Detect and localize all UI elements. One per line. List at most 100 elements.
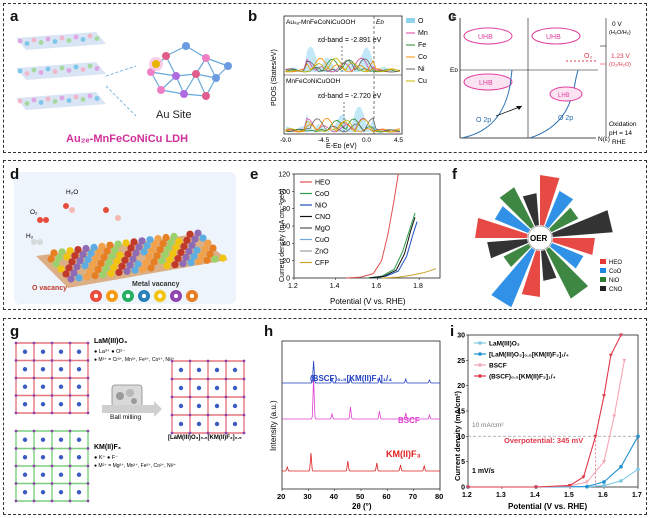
lattice-node — [188, 377, 192, 381]
lattice-node — [50, 482, 54, 485]
ldh-atom — [24, 101, 30, 106]
pdos-xlabel: E-Eᴅ (eV) — [326, 143, 357, 150]
radial-bar — [487, 239, 528, 259]
ldh-atom — [45, 96, 51, 102]
lattice-node — [32, 411, 36, 415]
panel-e: e 1.2 1.4 1.6 1.8 0 20 40 60 80 100 120 Current de… — [248, 164, 448, 307]
i-xlabel: Potential (V vs. RHE) — [508, 502, 587, 511]
top-formula: LaM(III)O₃ — [94, 338, 127, 345]
ldh-layer — [16, 92, 106, 110]
e-ytick: 20 — [282, 258, 290, 265]
ldh-atom — [73, 64, 79, 70]
surface-atom — [179, 260, 187, 268]
surface-atom — [99, 271, 107, 279]
i-point — [593, 434, 598, 439]
surface-atom — [87, 249, 95, 258]
radial-bar — [503, 243, 531, 267]
h-xtick: 70 — [409, 492, 417, 501]
lattice-node — [242, 377, 246, 381]
surface-atom — [169, 250, 177, 258]
lattice-node — [170, 377, 174, 381]
gas-molecule — [103, 207, 109, 213]
surface-atom — [199, 234, 207, 242]
e-series-cno — [369, 217, 416, 279]
i-ytick: 5 — [461, 459, 465, 466]
surface-atom — [73, 263, 81, 271]
gas-molecule — [115, 215, 121, 221]
surface-atom — [97, 259, 105, 268]
lattice-ion — [40, 490, 46, 495]
panel-label: c — [448, 8, 457, 25]
ldh-atom — [52, 39, 58, 44]
lattice-node — [50, 341, 54, 345]
lattice-node — [170, 413, 174, 417]
panel-i: i 1.2 1.3 1.4 1.5 1.6 1.7 0 5 10 15 20 25 30 Current… — [448, 321, 644, 512]
ef-label-c: Eᴅ — [450, 67, 458, 74]
pdos-xtick: -9.0 — [280, 137, 292, 144]
legend-o: O — [418, 18, 424, 25]
e-series-coo — [366, 212, 416, 279]
surface-atom — [183, 236, 191, 244]
lattice-ion — [40, 472, 46, 477]
surface-atom — [150, 258, 158, 266]
i-xtick: 1.7 — [632, 492, 642, 499]
surface-atom — [172, 243, 180, 252]
cluster-atom — [212, 74, 220, 82]
lattice-ion — [22, 455, 28, 460]
pdos-line — [285, 57, 401, 73]
surface-atom — [108, 252, 116, 260]
e-ytick: 0 — [286, 276, 290, 283]
lattice-node — [50, 447, 54, 450]
ldh-atom — [94, 66, 100, 71]
surface-atom — [191, 235, 199, 243]
surface-atom — [63, 253, 71, 261]
au-site-caption: Au Site — [156, 109, 191, 121]
lattice-node — [14, 482, 18, 485]
surface-atom — [204, 239, 212, 247]
uhb-left: UHB — [478, 34, 493, 41]
ldh-structure-illustration: Au Site Au₂ₑ‐MnFeCoNiCu LDH — [16, 32, 232, 145]
surface-atom — [66, 247, 74, 255]
lattice-node — [50, 411, 54, 415]
lattice-node — [170, 431, 174, 435]
lattice-ion — [58, 490, 64, 495]
ball-milling-label: Ball milling — [110, 414, 141, 421]
lsv-chart-e: 1.2 1.4 1.6 1.8 0 20 40 60 80 100 120 Current dens… — [278, 172, 441, 306]
cluster-atom — [182, 42, 190, 50]
lattice-node — [86, 482, 90, 485]
lattice-ion — [76, 384, 82, 389]
e-legend-item: CFP — [315, 260, 329, 267]
f-legend-swatch — [600, 286, 606, 291]
cluster-atom — [192, 70, 200, 78]
h-xtick: 20 — [277, 492, 285, 501]
surface-atom — [206, 250, 214, 258]
lattice-ion — [214, 385, 220, 391]
i-xtick: 1.2 — [462, 492, 472, 499]
i-ytick: 20 — [457, 383, 465, 390]
lattice-node — [50, 359, 54, 362]
lattice-node — [224, 359, 228, 363]
h-xtick: 30 — [303, 492, 311, 501]
surface-atom — [82, 244, 90, 253]
lattice-node — [14, 499, 18, 503]
ldh-atom — [66, 98, 72, 103]
ref-line-label: 10 mA/cm² — [472, 422, 504, 429]
lattice-node — [206, 359, 210, 363]
radial-bar — [545, 247, 589, 299]
o2-label-d: O₂ — [30, 209, 38, 216]
surface-atom — [195, 257, 203, 265]
radial-bar — [491, 247, 536, 307]
xrd-series-1: (BSCF)₀.₅[KM(II)F₃]₁/₄ — [310, 374, 392, 383]
surface-atom — [116, 251, 124, 259]
ldh-atom — [24, 41, 30, 46]
top-row-frame — [3, 3, 647, 153]
rhe-label: RHE — [612, 139, 626, 146]
lattice-node — [224, 431, 228, 435]
ldh-atom — [17, 68, 23, 74]
ldh-atom — [87, 63, 93, 69]
e-legend-item: CoO — [315, 191, 330, 198]
surface-atom — [92, 254, 100, 263]
band-diagram: E N(ε) Eᴅ UHB UHB LHB O 2p LHB O 2p O₂ 0… — [450, 15, 637, 146]
vacancy-illustration: H₂O O₂ H₂ O vacancy Metal vacancy — [14, 172, 236, 304]
gear-hole — [125, 293, 131, 299]
